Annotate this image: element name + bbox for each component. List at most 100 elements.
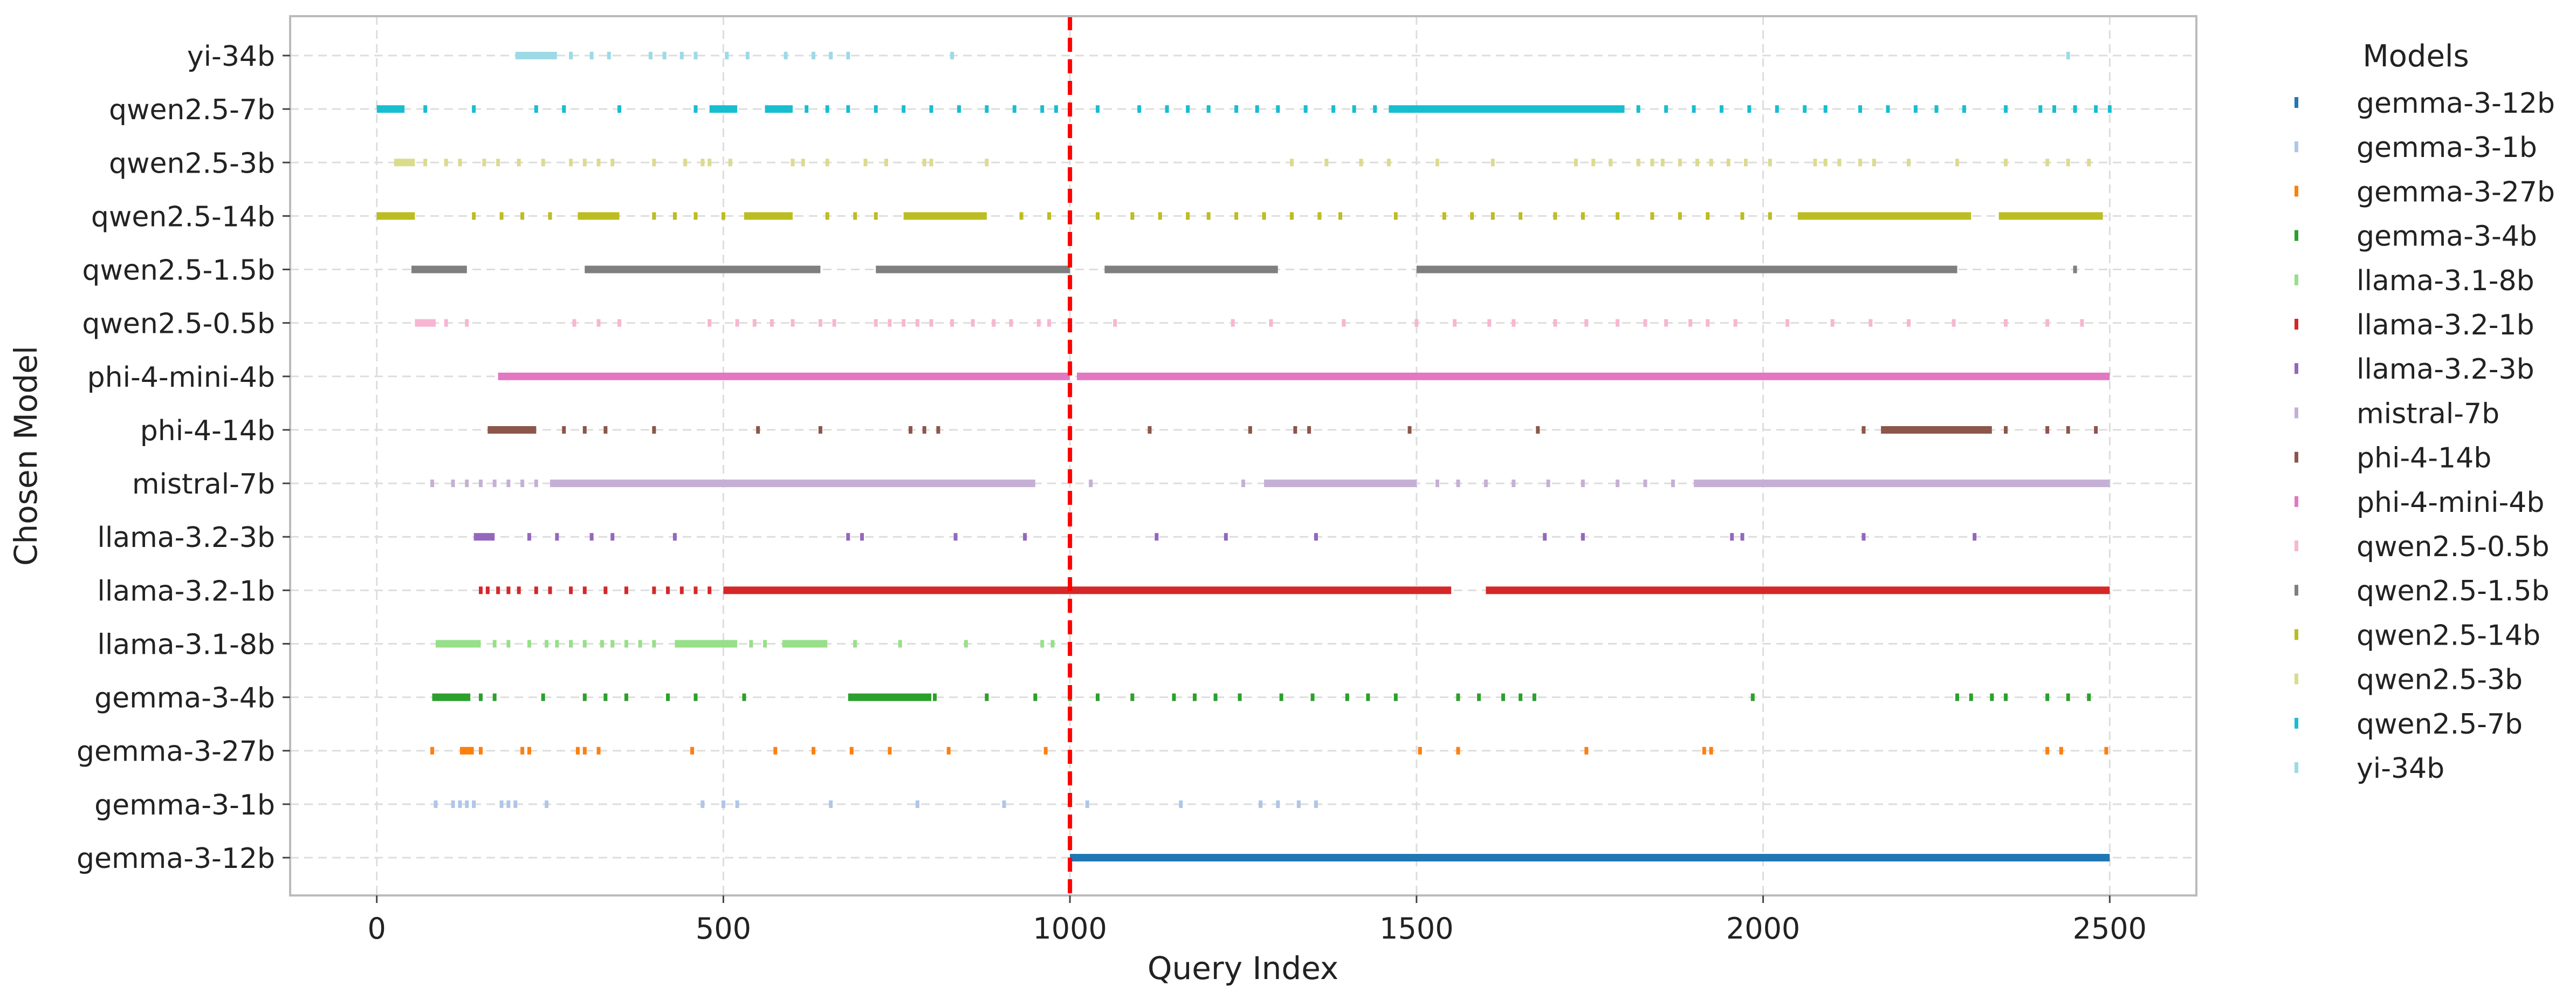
data-point: [582, 693, 587, 701]
data-point: [725, 52, 729, 59]
data-point: [1238, 693, 1242, 701]
data-point: [1553, 212, 1557, 220]
data-point: [562, 426, 566, 434]
point-run: [876, 265, 1070, 273]
legend-label: qwen2.5-3b: [2357, 664, 2523, 696]
data-point: [1990, 693, 1994, 701]
legend-label: gemma-3-12b: [2357, 87, 2555, 120]
data-point: [1130, 693, 1135, 701]
data-point: [985, 159, 989, 167]
data-point: [548, 586, 552, 594]
data-point: [2052, 105, 2056, 113]
data-point: [451, 800, 455, 808]
legend: Models gemma-3-12b gemma-3-1b gemma-3-27b g…: [2295, 39, 2555, 785]
data-point: [950, 52, 954, 59]
data-point: [1352, 105, 1356, 113]
data-point: [1702, 747, 1706, 755]
data-point: [596, 319, 601, 327]
point-run: [435, 640, 481, 648]
y-axis-ticks: gemma-3-12b gemma-3-1b gemma-3-27b gemma-3-…: [77, 40, 290, 875]
point-run: [1070, 854, 2110, 861]
y-tick-label: qwen2.5-1.5b: [82, 255, 275, 287]
data-point: [728, 159, 732, 167]
legend-label: qwen2.5-7b: [2357, 708, 2523, 741]
data-point: [1490, 212, 1495, 220]
data-point: [1418, 747, 1422, 755]
data-point: [1186, 105, 1190, 113]
y-tick-label: gemma-3-27b: [77, 736, 275, 768]
y-tick-label: yi-34b: [187, 40, 275, 73]
point-run: [1694, 480, 2110, 488]
data-point: [1307, 426, 1311, 434]
data-point: [1609, 159, 1613, 167]
y-tick-label: qwen2.5-7b: [109, 94, 275, 126]
data-point: [1581, 480, 1585, 488]
data-point: [1740, 533, 1744, 541]
legend-label: phi-4-mini-4b: [2357, 487, 2544, 519]
legend-swatch: [2295, 186, 2298, 197]
legend-entry-gemma-3-12b: gemma-3-12b: [2295, 87, 2555, 120]
data-point: [1234, 212, 1239, 220]
data-point: [517, 159, 521, 167]
data-point: [617, 105, 622, 113]
data-point: [953, 533, 958, 541]
data-point: [693, 693, 698, 701]
data-point: [1338, 212, 1342, 220]
legend-swatch: [2295, 319, 2298, 330]
data-point: [1259, 800, 1263, 808]
data-point: [1050, 640, 1055, 648]
legend-swatch: [2295, 629, 2298, 640]
data-point: [607, 52, 611, 59]
data-point: [499, 212, 504, 220]
data-point: [527, 640, 531, 648]
data-point: [2038, 105, 2043, 113]
data-point: [853, 212, 857, 220]
data-point: [1231, 319, 1235, 327]
data-point: [479, 480, 483, 488]
data-point: [1616, 212, 1620, 220]
legend-label: llama-3.1-8b: [2357, 265, 2534, 297]
x-tick-label: 0: [368, 912, 386, 946]
legend-label: gemma-3-27b: [2357, 176, 2555, 208]
data-point: [1553, 319, 1557, 327]
y-tick-label: phi-4-14b: [140, 415, 275, 447]
data-point: [773, 747, 778, 755]
data-point: [1043, 747, 1048, 755]
legend-swatch: [2295, 496, 2298, 507]
data-point: [1813, 159, 1817, 167]
data-point: [666, 586, 670, 594]
data-point: [946, 747, 951, 755]
data-point: [749, 640, 753, 648]
data-point: [423, 105, 428, 113]
data-point: [2004, 426, 2008, 434]
data-point: [791, 319, 795, 327]
x-axis-label: Query Index: [1148, 950, 1338, 987]
data-point: [929, 159, 933, 167]
data-point: [1584, 319, 1589, 327]
series-qwen2-5-0-5b: [415, 319, 2084, 327]
legend-label: qwen2.5-14b: [2357, 619, 2540, 652]
data-point: [1581, 533, 1585, 541]
data-point: [596, 159, 601, 167]
data-point: [825, 212, 829, 220]
data-point: [825, 105, 829, 113]
legend-title: Models: [2362, 39, 2469, 74]
legend-entry-qwen2-5-0-5b: qwen2.5-0.5b: [2295, 531, 2550, 563]
legend-swatch: [2295, 230, 2298, 241]
y-tick-label: llama-3.2-3b: [97, 522, 275, 554]
data-point: [915, 319, 919, 327]
data-point: [1172, 693, 1176, 701]
data-point: [964, 640, 968, 648]
data-point: [506, 586, 511, 594]
data-point: [1148, 426, 1152, 434]
data-point: [2004, 319, 2008, 327]
data-point: [2004, 693, 2008, 701]
x-axis-ticks: 0 500 1000 1500 2000 2500: [368, 895, 2147, 946]
legend-entry-qwen2-5-14b: qwen2.5-14b: [2295, 619, 2540, 652]
data-point: [1366, 693, 1370, 701]
data-point: [832, 319, 836, 327]
data-point: [957, 105, 961, 113]
data-point: [2066, 693, 2070, 701]
data-point: [812, 52, 816, 59]
